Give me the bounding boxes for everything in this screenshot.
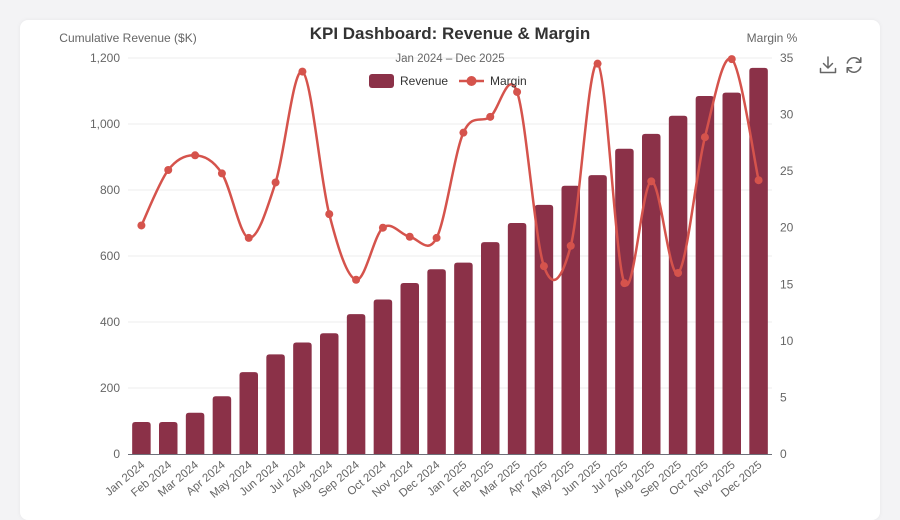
revenue-bar[interactable] — [749, 67, 768, 455]
y2-tick-label: 15 — [780, 277, 794, 291]
refresh-button[interactable] — [843, 54, 865, 76]
revenue-bar[interactable] — [722, 92, 742, 455]
legend-revenue-label: Revenue — [400, 74, 448, 88]
revenue-bar[interactable] — [695, 95, 715, 454]
grid-lines — [128, 57, 772, 389]
margin-line-series — [137, 55, 763, 288]
revenue-bars — [132, 67, 768, 455]
margin-line — [140, 57, 760, 287]
revenue-bar[interactable] — [615, 148, 634, 454]
margin-point[interactable] — [405, 232, 414, 241]
y2-tick-label: 0 — [780, 447, 787, 461]
y2-axis-title: Margin % — [747, 31, 798, 45]
revenue-bar[interactable] — [534, 204, 554, 454]
revenue-bar[interactable] — [266, 354, 285, 454]
y-axis-title: Cumulative Revenue ($K) — [59, 31, 196, 45]
y-tick-label: 1,000 — [90, 117, 120, 131]
revenue-bar[interactable] — [293, 342, 312, 454]
chart-subtitle: Jan 2024 – Dec 2025 — [395, 53, 504, 65]
download-icon — [819, 56, 837, 74]
y-tick-label: 800 — [100, 183, 120, 197]
margin-point[interactable] — [271, 178, 280, 187]
revenue-bar[interactable] — [561, 185, 581, 454]
margin-point[interactable] — [191, 151, 200, 160]
margin-point[interactable] — [459, 128, 468, 137]
y2-tick-label: 5 — [780, 390, 787, 404]
revenue-bar[interactable] — [588, 175, 607, 454]
revenue-bar[interactable] — [427, 269, 446, 454]
revenue-bar[interactable] — [373, 299, 393, 454]
margin-point[interactable] — [298, 67, 307, 76]
y2-tick-label: 30 — [780, 108, 794, 122]
revenue-bar[interactable] — [239, 372, 259, 454]
legend-revenue-swatch — [369, 74, 394, 88]
margin-point[interactable] — [754, 176, 763, 185]
margin-point[interactable] — [620, 279, 629, 288]
revenue-bar[interactable] — [400, 283, 420, 454]
margin-point[interactable] — [378, 223, 387, 232]
margin-point[interactable] — [325, 210, 334, 219]
margin-point[interactable] — [244, 233, 253, 242]
margin-point[interactable] — [164, 166, 173, 175]
margin-point[interactable] — [432, 233, 441, 242]
refresh-icon — [846, 57, 862, 73]
margin-point[interactable] — [566, 241, 575, 250]
revenue-bar[interactable] — [454, 262, 473, 454]
y-tick-label: 0 — [113, 447, 120, 461]
y2-tick-label: 20 — [780, 221, 794, 235]
legend-margin-swatch-dot — [466, 76, 477, 86]
y-tick-label: 1,200 — [90, 51, 120, 65]
y2-tick-label: 10 — [780, 334, 794, 348]
margin-point[interactable] — [674, 268, 683, 277]
y2-tick-label: 25 — [780, 164, 794, 178]
revenue-bar[interactable] — [132, 421, 151, 454]
margin-point[interactable] — [513, 87, 522, 96]
margin-point[interactable] — [593, 59, 602, 68]
revenue-bar[interactable] — [481, 242, 500, 454]
chart-card: 0 200 400 600 800 1,000 1,200 0 5 10 15 20 25 30 35 Jan… — [20, 20, 880, 520]
revenue-bar[interactable] — [507, 223, 527, 454]
margin-point[interactable] — [727, 55, 736, 64]
chart-title: KPI Dashboard: Revenue & Margin — [310, 24, 591, 43]
margin-point[interactable] — [486, 112, 495, 121]
revenue-bar[interactable] — [320, 333, 339, 454]
kpi-chart: 0 200 400 600 800 1,000 1,200 0 5 10 15 20 25 30 35 Jan… — [59, 24, 798, 500]
margin-point[interactable] — [647, 177, 656, 186]
margin-point[interactable] — [137, 221, 146, 230]
y2-tick-label: 35 — [780, 51, 794, 65]
legend-item-revenue[interactable]: Revenue — [369, 74, 448, 88]
revenue-bar[interactable] — [668, 115, 688, 454]
margin-point[interactable] — [217, 169, 226, 178]
y-tick-label: 200 — [100, 381, 120, 395]
y-tick-label: 400 — [100, 315, 120, 329]
revenue-bar[interactable] — [159, 421, 178, 454]
revenue-bar[interactable] — [185, 412, 205, 454]
revenue-bar[interactable] — [346, 314, 366, 454]
revenue-bar[interactable] — [642, 133, 661, 454]
margin-point[interactable] — [352, 275, 361, 284]
legend-item-margin[interactable]: Margin — [459, 74, 527, 88]
margin-point[interactable] — [539, 262, 548, 271]
y-tick-label: 600 — [100, 249, 120, 263]
legend: Revenue Margin — [369, 74, 527, 88]
margin-point[interactable] — [700, 133, 709, 142]
legend-margin-label: Margin — [490, 74, 527, 88]
download-button[interactable] — [817, 54, 839, 76]
revenue-bar[interactable] — [212, 396, 232, 454]
